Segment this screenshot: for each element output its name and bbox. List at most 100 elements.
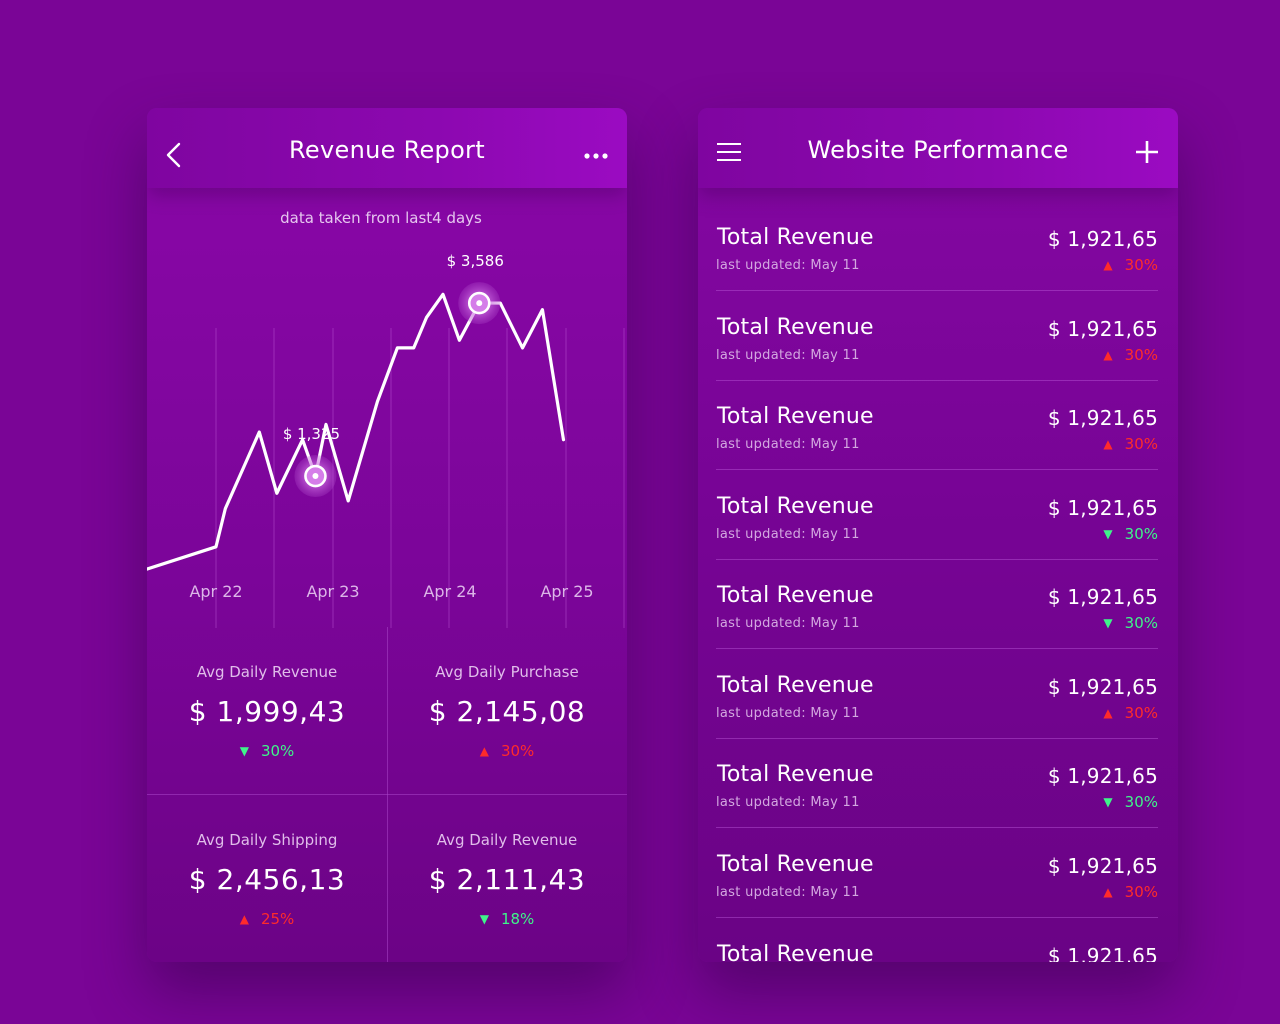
stat-label: Avg Daily Purchase (435, 663, 579, 681)
stat-value: $ 2,111,43 (428, 863, 586, 896)
revenue-report-card: Revenue Report $ 1,325 $ 3,586 Apr 22 Apr … (147, 108, 627, 962)
stat-change: ▼ 18% (479, 910, 535, 928)
triangle-up-icon: ▲ (1103, 706, 1113, 720)
row-change: ▲ 30% (1103, 883, 1158, 901)
stat-value: $ 1,999,43 (188, 695, 346, 728)
row-divider (716, 290, 1158, 291)
row-value: $ 1,921,65 (1047, 406, 1158, 430)
revenue-chart: $ 1,325 $ 3,586 Apr 22 Apr 23 Apr 24 Apr 25 … (147, 188, 627, 628)
triangle-down-icon: ▼ (239, 744, 249, 758)
stat-value: $ 2,145,08 (428, 695, 586, 728)
row-divider (716, 469, 1158, 470)
row-subtitle: last updated: May 11 (716, 706, 860, 721)
row-change: ▼ 30% (1103, 525, 1158, 543)
row-title: Total Revenue (717, 942, 874, 962)
row-divider (716, 827, 1158, 828)
row-divider (716, 380, 1158, 381)
website-performance-card: Website Performance Total Revenue last u… (698, 108, 1178, 962)
row-title: Total Revenue (717, 404, 874, 429)
row-title: Total Revenue (717, 583, 874, 608)
list-item[interactable]: Total Revenue last updated: May 11 $ 1,9… (716, 738, 1158, 828)
data-point-marker[interactable] (294, 455, 337, 498)
x-tick-label: Apr 22 (189, 582, 242, 601)
triangle-down-icon: ▼ (1103, 795, 1113, 809)
row-value: $ 1,921,65 (1047, 854, 1158, 878)
list-item[interactable]: Total Revenue $ 1,921,65 (716, 918, 1158, 962)
stat-value: $ 2,456,13 (188, 863, 346, 896)
x-tick-label: Apr 24 (423, 582, 476, 601)
revenue-report-header: Revenue Report (147, 108, 627, 188)
row-change: ▼ 30% (1103, 793, 1158, 811)
row-change: ▲ 30% (1103, 346, 1158, 364)
chart-subtitle: data taken from last4 days (280, 209, 482, 227)
stat-label: Avg Daily Revenue (436, 831, 578, 849)
row-value: $ 1,921,65 (1047, 496, 1158, 520)
list-item[interactable]: Total Revenue last updated: May 11 $ 1,9… (716, 291, 1158, 381)
x-tick-label: Apr 23 (306, 582, 359, 601)
row-change: ▼ 30% (1103, 614, 1158, 632)
row-change: ▲ 30% (1103, 704, 1158, 722)
row-divider (716, 559, 1158, 560)
row-title: Total Revenue (717, 852, 874, 877)
data-label: $ 1,325 (283, 425, 340, 443)
row-subtitle: last updated: May 11 (716, 348, 860, 363)
row-subtitle: last updated: May 11 (716, 616, 860, 631)
row-divider (716, 917, 1158, 918)
more-horizontal-icon[interactable] (583, 152, 609, 160)
row-subtitle: last updated: May 11 (716, 527, 860, 542)
website-performance-header: Website Performance (698, 108, 1178, 188)
triangle-up-icon: ▲ (1103, 348, 1113, 362)
plus-icon[interactable] (1136, 141, 1158, 163)
page-title: Website Performance (807, 136, 1069, 164)
stats-divider-horizontal (147, 794, 627, 795)
list-item[interactable]: Total Revenue last updated: May 11 $ 1,9… (716, 380, 1158, 470)
revenue-line-chart: $ 1,325 $ 3,586 Apr 22 Apr 23 Apr 24 Apr 25 (147, 252, 625, 628)
triangle-up-icon: ▲ (1103, 258, 1113, 272)
row-subtitle: last updated: May 11 (716, 885, 860, 900)
triangle-down-icon: ▼ (1103, 616, 1113, 630)
triangle-up-icon: ▲ (479, 744, 489, 758)
row-value: $ 1,921,65 (1047, 675, 1158, 699)
row-value: $ 1,921,65 (1047, 944, 1158, 962)
data-label: $ 3,586 (447, 252, 504, 270)
list-item[interactable]: Total Revenue last updated: May 11 $ 1,9… (716, 559, 1158, 649)
row-title: Total Revenue (717, 494, 874, 519)
stat-card-avg-daily-purchase[interactable]: Avg Daily Purchase $ 2,145,08 ▲ 30% (387, 627, 627, 794)
row-value: $ 1,921,65 (1047, 585, 1158, 609)
list-item[interactable]: Total Revenue last updated: May 11 $ 1,9… (716, 201, 1158, 291)
triangle-up-icon: ▲ (1103, 885, 1113, 899)
x-tick-label: Apr 25 (540, 582, 593, 601)
revenue-series-line (147, 292, 566, 571)
stat-card-avg-daily-revenue-2[interactable]: Avg Daily Revenue $ 2,111,43 ▼ 18% (387, 795, 627, 962)
triangle-up-icon: ▲ (239, 912, 249, 926)
row-subtitle: last updated: May 11 (716, 437, 860, 452)
stat-card-avg-daily-shipping[interactable]: Avg Daily Shipping $ 2,456,13 ▲ 25% (147, 795, 387, 962)
menu-icon[interactable] (717, 142, 741, 162)
row-title: Total Revenue (717, 762, 874, 787)
list-item[interactable]: Total Revenue last updated: May 11 $ 1,9… (716, 828, 1158, 918)
list-item[interactable]: Total Revenue last updated: May 11 $ 1,9… (716, 470, 1158, 560)
triangle-down-icon: ▼ (479, 912, 489, 926)
row-change: ▲ 30% (1103, 256, 1158, 274)
row-value: $ 1,921,65 (1047, 227, 1158, 251)
page-title: Revenue Report (289, 136, 485, 164)
chevron-left-icon[interactable] (165, 142, 183, 168)
row-value: $ 1,921,65 (1047, 764, 1158, 788)
stat-label: Avg Daily Shipping (196, 831, 338, 849)
row-value: $ 1,921,65 (1047, 317, 1158, 341)
stat-label: Avg Daily Revenue (196, 663, 338, 681)
row-change: ▲ 30% (1103, 435, 1158, 453)
stat-card-avg-daily-revenue[interactable]: Avg Daily Revenue $ 1,999,43 ▼ 30% (147, 627, 387, 794)
row-divider (716, 738, 1158, 739)
row-subtitle: last updated: May 11 (716, 795, 860, 810)
row-subtitle: last updated: May 11 (716, 258, 860, 273)
data-point-marker[interactable] (458, 282, 501, 325)
list-item[interactable]: Total Revenue last updated: May 11 $ 1,9… (716, 649, 1158, 739)
row-title: Total Revenue (717, 225, 874, 250)
row-title: Total Revenue (717, 673, 874, 698)
triangle-up-icon: ▲ (1103, 437, 1113, 451)
triangle-down-icon: ▼ (1103, 527, 1113, 541)
stats-grid: Avg Daily Revenue $ 1,999,43 ▼ 30% Avg Da… (147, 627, 627, 962)
stat-change: ▲ 30% (479, 742, 535, 760)
stat-change: ▼ 30% (239, 742, 295, 760)
